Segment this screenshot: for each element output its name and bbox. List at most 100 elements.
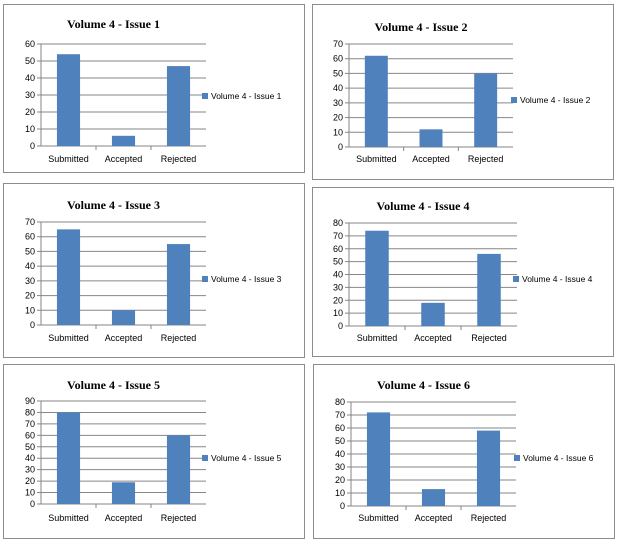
bar-accepted bbox=[419, 129, 443, 147]
y-tick-label: 70 bbox=[333, 231, 343, 241]
legend-swatch bbox=[511, 97, 517, 103]
y-tick-label: 70 bbox=[335, 410, 345, 420]
x-tick-label: Accepted bbox=[105, 154, 143, 164]
y-tick-label: 60 bbox=[333, 54, 343, 64]
y-tick-label: 50 bbox=[335, 436, 345, 446]
y-tick-label: 50 bbox=[25, 56, 35, 66]
y-tick-label: 20 bbox=[335, 475, 345, 485]
bar-accepted bbox=[111, 135, 136, 146]
chart-title: Volume 4 - Issue 4 bbox=[377, 199, 470, 213]
x-tick-label: Rejected bbox=[161, 333, 197, 343]
x-tick-label: Rejected bbox=[471, 513, 507, 523]
chart-title: Volume 4 - Issue 6 bbox=[377, 378, 470, 392]
x-tick-label: Accepted bbox=[412, 154, 450, 164]
x-tick-label: Accepted bbox=[105, 333, 143, 343]
legend-label: Volume 4 - Issue 1 bbox=[211, 91, 282, 101]
y-tick-label: 70 bbox=[333, 39, 343, 49]
legend-label: Volume 4 - Issue 5 bbox=[211, 453, 282, 463]
legend-label: Volume 4 - Issue 3 bbox=[211, 274, 282, 284]
legend-label: Volume 4 - Issue 6 bbox=[523, 453, 594, 463]
y-tick-label: 40 bbox=[333, 270, 343, 280]
chart-panel-4: Volume 4 - Issue 4 0 10 20 30 40 50 60 70 80 Submi… bbox=[312, 187, 614, 357]
bar-submitted bbox=[56, 412, 81, 504]
y-tick-label: 10 bbox=[333, 127, 343, 137]
legend-swatch bbox=[202, 93, 208, 99]
y-tick-label: 20 bbox=[333, 295, 343, 305]
x-tick-label: Submitted bbox=[48, 154, 89, 164]
y-tick-label: 50 bbox=[333, 257, 343, 267]
chart-panel-6: Volume 4 - Issue 6 0 10 20 30 40 50 60 70 80 Submi… bbox=[313, 364, 615, 539]
y-tick-label: 30 bbox=[333, 98, 343, 108]
y-tick-label: 50 bbox=[333, 68, 343, 78]
y-tick-label: 40 bbox=[335, 449, 345, 459]
y-tick-label: 10 bbox=[25, 488, 35, 498]
legend-swatch bbox=[202, 455, 208, 461]
y-tick-label: 40 bbox=[333, 83, 343, 93]
y-tick-label: 50 bbox=[25, 246, 35, 256]
y-tick-label: 30 bbox=[25, 276, 35, 286]
legend-swatch bbox=[514, 455, 520, 461]
y-tick-label: 0 bbox=[30, 141, 35, 151]
x-tick-label: Rejected bbox=[468, 154, 504, 164]
y-tick-label: 10 bbox=[25, 124, 35, 134]
x-tick-label: Accepted bbox=[105, 513, 143, 523]
y-tick-label: 0 bbox=[338, 321, 343, 331]
chart-title: Volume 4 - Issue 3 bbox=[67, 198, 160, 212]
chart-4: Volume 4 - Issue 4 0 10 20 30 40 50 60 70 80 Submi… bbox=[333, 199, 593, 343]
bar-rejected bbox=[477, 253, 501, 326]
y-tick-label: 80 bbox=[335, 397, 345, 407]
y-tick-label: 30 bbox=[335, 462, 345, 472]
y-tick-label: 90 bbox=[25, 396, 35, 406]
chart-panel-2: Volume 4 - Issue 2 0 10 20 30 40 50 60 70 Submitt… bbox=[312, 4, 614, 180]
chart-panel-5: Volume 4 - Issue 5 0 10 20 30 40 50 60 70 80 90 Sub… bbox=[3, 364, 305, 539]
y-tick-label: 0 bbox=[30, 320, 35, 330]
bar-rejected bbox=[474, 73, 498, 147]
y-tick-label: 70 bbox=[25, 419, 35, 429]
bar-rejected bbox=[166, 435, 191, 504]
chart-2: Volume 4 - Issue 2 0 10 20 30 40 50 60 70 Submitt… bbox=[333, 20, 591, 164]
bar-accepted bbox=[111, 310, 136, 325]
x-tick-label: Rejected bbox=[161, 513, 197, 523]
y-tick-label: 80 bbox=[25, 407, 35, 417]
x-tick-label: Submitted bbox=[48, 333, 89, 343]
y-tick-label: 20 bbox=[333, 113, 343, 123]
y-tick-label: 40 bbox=[25, 73, 35, 83]
y-tick-label: 60 bbox=[25, 39, 35, 49]
x-tick-label: Submitted bbox=[357, 333, 398, 343]
bar-submitted bbox=[364, 55, 388, 148]
y-tick-label: 10 bbox=[333, 308, 343, 318]
bar-submitted bbox=[56, 229, 81, 325]
bar-submitted bbox=[56, 54, 81, 147]
bar-rejected bbox=[166, 66, 191, 146]
y-tick-label: 60 bbox=[335, 423, 345, 433]
x-tick-label: Submitted bbox=[358, 513, 399, 523]
y-tick-label: 30 bbox=[333, 282, 343, 292]
x-tick-label: Accepted bbox=[415, 513, 453, 523]
y-tick-label: 0 bbox=[30, 499, 35, 509]
x-tick-label: Rejected bbox=[471, 333, 507, 343]
y-tick-label: 60 bbox=[25, 232, 35, 242]
chart-title: Volume 4 - Issue 2 bbox=[375, 20, 468, 34]
bar-rejected bbox=[476, 430, 501, 506]
chart-6: Volume 4 - Issue 6 0 10 20 30 40 50 60 70 80 Submi… bbox=[335, 378, 594, 523]
x-tick-label: Submitted bbox=[48, 513, 89, 523]
y-tick-label: 0 bbox=[338, 142, 343, 152]
y-tick-label: 50 bbox=[25, 442, 35, 452]
y-tick-label: 40 bbox=[25, 453, 35, 463]
y-tick-label: 60 bbox=[25, 430, 35, 440]
y-tick-label: 30 bbox=[25, 465, 35, 475]
chart-title: Volume 4 - Issue 1 bbox=[67, 17, 160, 31]
bar-accepted bbox=[421, 302, 445, 326]
legend-label: Volume 4 - Issue 4 bbox=[522, 274, 593, 284]
y-tick-label: 0 bbox=[340, 501, 345, 511]
bar-accepted bbox=[111, 482, 136, 504]
y-tick-label: 60 bbox=[333, 244, 343, 254]
bar-submitted bbox=[366, 412, 391, 506]
y-tick-label: 10 bbox=[25, 305, 35, 315]
y-tick-label: 80 bbox=[333, 218, 343, 228]
legend-swatch bbox=[513, 276, 519, 282]
chart-3: Volume 4 - Issue 3 0 10 20 30 40 50 60 70 Submitt… bbox=[25, 198, 282, 343]
bar-accepted bbox=[421, 489, 446, 506]
y-tick-label: 70 bbox=[25, 217, 35, 227]
